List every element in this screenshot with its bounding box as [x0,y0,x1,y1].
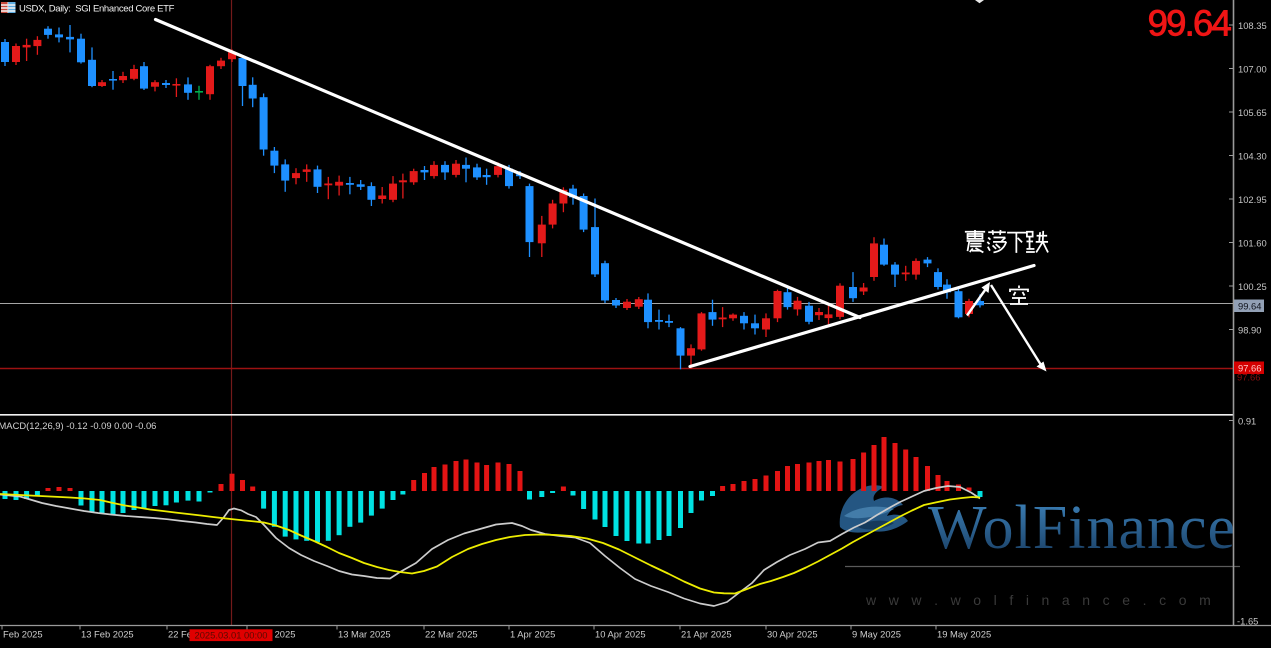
svg-text:w w w . w o l f i n a n c e .: w w w . w o l f i n a n c e . c o m [865,592,1215,608]
svg-text:0.91: 0.91 [1238,415,1256,426]
svg-text:99.64: 99.64 [1148,3,1232,44]
svg-text:22 Mar 2025: 22 Mar 2025 [425,629,478,640]
svg-text:104.30: 104.30 [1238,150,1267,161]
svg-text:101.60: 101.60 [1238,237,1267,248]
svg-text:100.25: 100.25 [1238,281,1267,292]
svg-text:107.00: 107.00 [1238,63,1267,74]
svg-text:2025.03.01 00:00: 2025.03.01 00:00 [195,629,268,640]
svg-text:105.65: 105.65 [1238,107,1267,118]
svg-text:102.95: 102.95 [1238,194,1267,205]
svg-text:108.35: 108.35 [1238,20,1267,31]
svg-text:10 Apr 2025: 10 Apr 2025 [595,629,646,640]
svg-text:98.90: 98.90 [1238,324,1261,335]
svg-text:13 Feb 2025: 13 Feb 2025 [81,629,134,640]
svg-text:30 Apr 2025: 30 Apr 2025 [767,629,818,640]
svg-text:13 Mar 2025: 13 Mar 2025 [338,629,391,640]
svg-text:9 May 2025: 9 May 2025 [852,629,901,640]
svg-text:WolFinance: WolFinance [928,494,1236,562]
svg-text:Feb 2025: Feb 2025 [3,629,43,640]
svg-text:19 May 2025: 19 May 2025 [937,629,991,640]
svg-text:-1.65: -1.65 [1237,616,1258,627]
svg-text:1 Apr 2025: 1 Apr 2025 [510,629,555,640]
svg-text:USDX, Daily: SGI Enhanced Cor: USDX, Daily: SGI Enhanced Core ETF [19,4,175,15]
svg-text:99.64: 99.64 [1238,301,1261,312]
svg-text:21 Apr 2025: 21 Apr 2025 [681,629,732,640]
svg-text:97.66: 97.66 [1237,372,1260,383]
svg-text:MACD(12,26,9) -0.12 -0.09 0.00: MACD(12,26,9) -0.12 -0.09 0.00 -0.06 [0,420,156,431]
